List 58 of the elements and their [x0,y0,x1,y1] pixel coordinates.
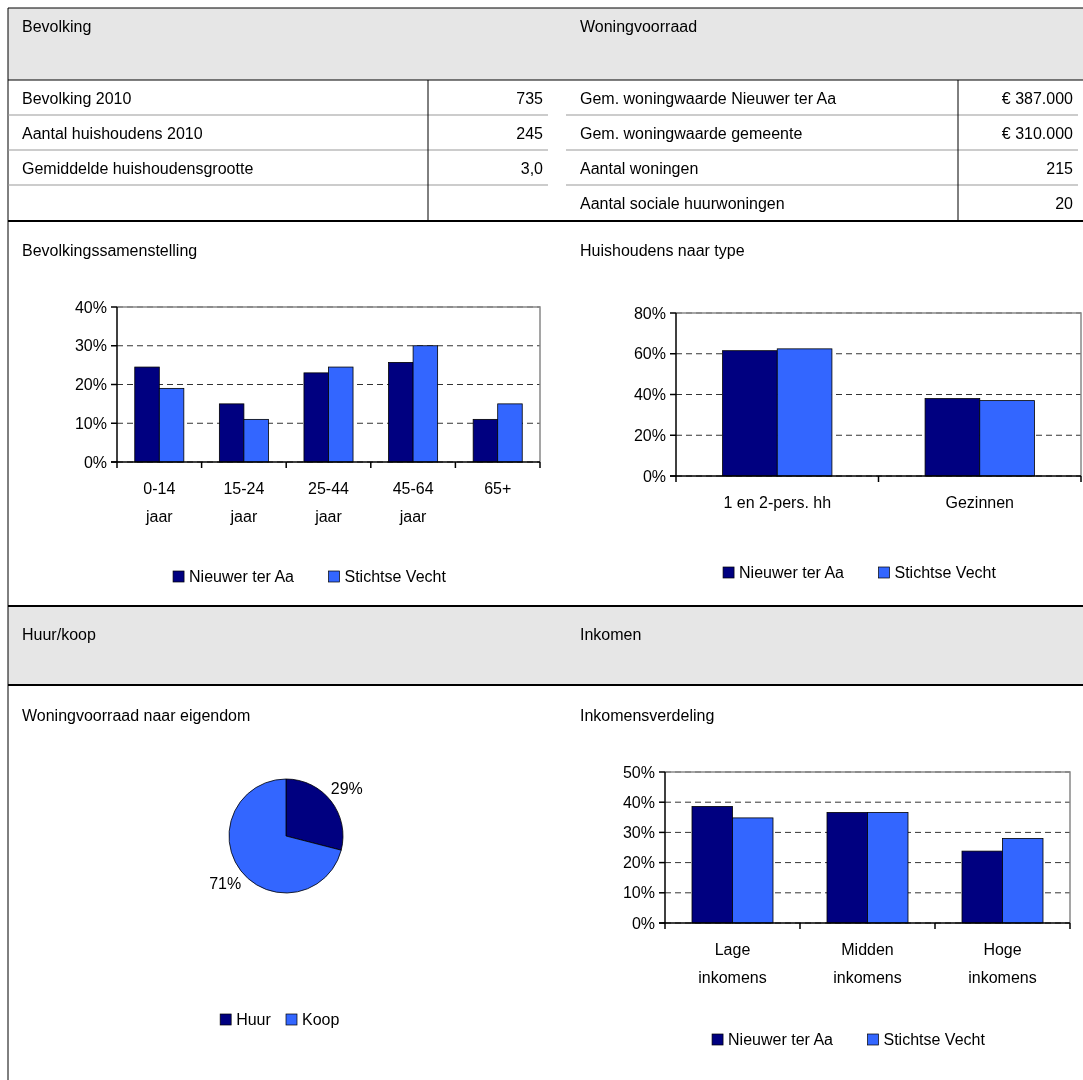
x-tick-label: 15-24 jaar [223,480,265,525]
text: € 387.000 [1001,89,1074,107]
x-tick-label: Hoge inkomens [968,941,1037,986]
x-tick-label: Midden inkomens [833,941,902,986]
x-tick-label: 45-64 jaar [392,480,434,525]
legend-label: Stichtse Vecht [883,1031,986,1048]
data-label: 71% [209,874,242,892]
y-tick-label: 0% [631,914,655,932]
y-tick-label: 20% [74,376,107,394]
text: Woningvoorraad [580,18,698,35]
y-tick-label: 20% [622,854,655,872]
text: Bevolking 2010 [22,89,132,107]
y-tick-label: 40% [622,793,655,811]
legend-label: Koop [302,1011,340,1028]
y-tick-label: 60% [633,345,666,363]
text: Aantal sociale huurwoningen [580,194,785,212]
chart-title: Woningvoorraad naar eigendom [22,707,251,724]
y-tick-label: 30% [622,824,655,841]
text: Huur/koop [22,626,96,643]
y-tick-label: 40% [633,386,666,404]
x-tick-label: Gezinnen [945,494,1014,511]
chart-title: Inkomensverdeling [580,707,715,724]
x-tick-label: 65+ [484,480,512,497]
legend-label: Stichtse Vecht [894,564,997,581]
text: 20 [1055,194,1074,212]
chart-subtitle: Inkomen [580,626,642,643]
y-tick-label: 0% [83,453,107,471]
text: 245 [516,124,544,142]
x-tick-label: 25-44 jaar [308,480,350,525]
y-tick-label: 10% [74,414,107,432]
text: 3,0 [520,159,544,177]
text: Bevolking [22,18,92,35]
legend-label: Nieuwer ter Aa [739,564,845,581]
x-tick-label: 1 en 2-pers. hh [723,494,832,511]
text: € 310.000 [1001,124,1074,142]
legend-label: Huur [236,1011,272,1028]
text: 735 [516,89,544,107]
legend-label: Stichtse Vecht [344,568,447,585]
y-tick-label: 20% [633,426,666,444]
legend-label: Nieuwer ter Aa [189,568,295,585]
x-tick-label: 0-14 jaar [143,480,176,525]
text: 215 [1046,159,1074,177]
y-tick-label: 30% [74,337,107,355]
x-tick-label: Lage inkomens [698,941,767,986]
text: Gem. woningwaarde gemeente [580,124,803,142]
text: Gemiddelde huishoudensgrootte [22,159,254,177]
chart-title: Huishoudens naar type [580,242,745,259]
y-tick-label: 40% [74,298,107,316]
chart-title: Bevolkingssamenstelling [22,242,198,259]
data-label: 29% [330,780,363,798]
text: Gem. woningwaarde Nieuwer ter Aa [580,89,837,107]
y-tick-label: 10% [622,884,655,902]
y-tick-label: 50% [622,763,655,781]
y-tick-label: 0% [642,467,666,485]
y-tick-label: 80% [633,304,666,322]
text: Aantal woningen [580,159,699,177]
text: Aantal huishoudens 2010 [22,124,203,142]
legend-label: Nieuwer ter Aa [728,1031,834,1048]
